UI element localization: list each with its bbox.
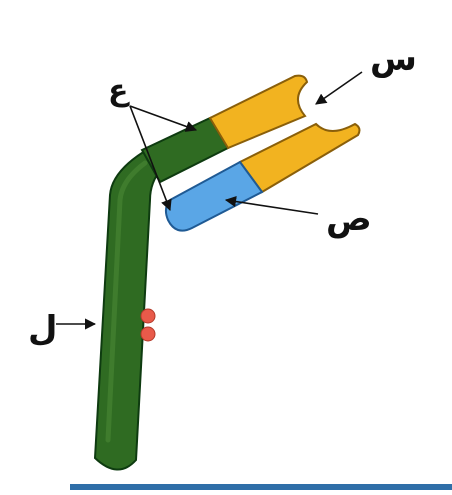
pointer-ain-1: [129, 105, 198, 132]
bottom-rule: [70, 484, 452, 490]
pointer-sin: [315, 71, 363, 105]
stem-highlight: [105, 160, 148, 443]
label-sin: س: [370, 39, 417, 79]
upper-arm-yellow: [208, 74, 309, 150]
pointer-ain-2: [129, 105, 172, 212]
label-sad: ص: [326, 199, 372, 239]
label-lam: ل: [28, 309, 58, 349]
label-ain: ع: [108, 73, 130, 108]
long-stem: [93, 146, 164, 471]
red-dot-upper: [140, 308, 156, 324]
lower-arm-yellow: [238, 122, 361, 194]
red-dot-lower: [140, 326, 156, 342]
pointer-sad: [224, 195, 319, 215]
